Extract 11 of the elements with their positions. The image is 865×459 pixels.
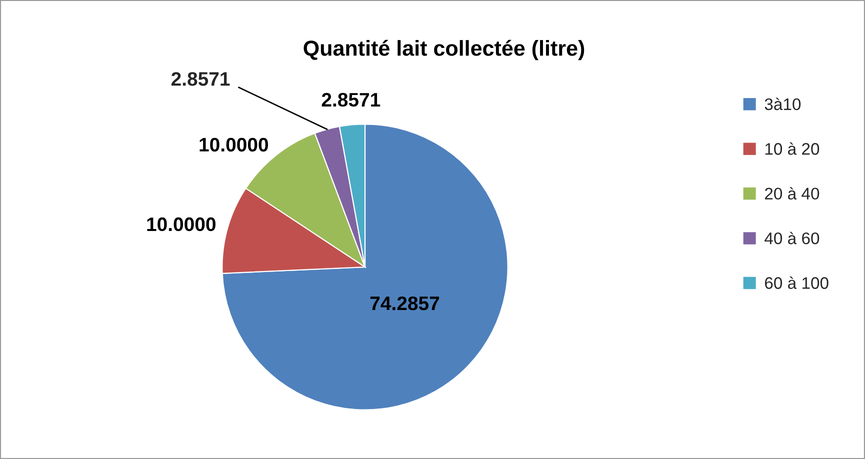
data-label: 2.8571 [322,92,380,107]
legend-label: 20 à 40 [765,187,820,200]
legend-label: 3à10 [764,98,801,110]
legend-label: 60 à 100 [765,276,828,289]
legend-label: 40 à 60 [764,232,820,244]
data-label: 2.8571 [171,72,230,86]
legend-label: 10 à 20 [765,142,820,155]
data-label: 10.0000 [147,217,216,232]
data-label: 74.2857 [370,296,440,310]
data-label: 10.0000 [200,138,268,152]
chart-title: Quantité lait collectée (litre) [304,40,584,60]
